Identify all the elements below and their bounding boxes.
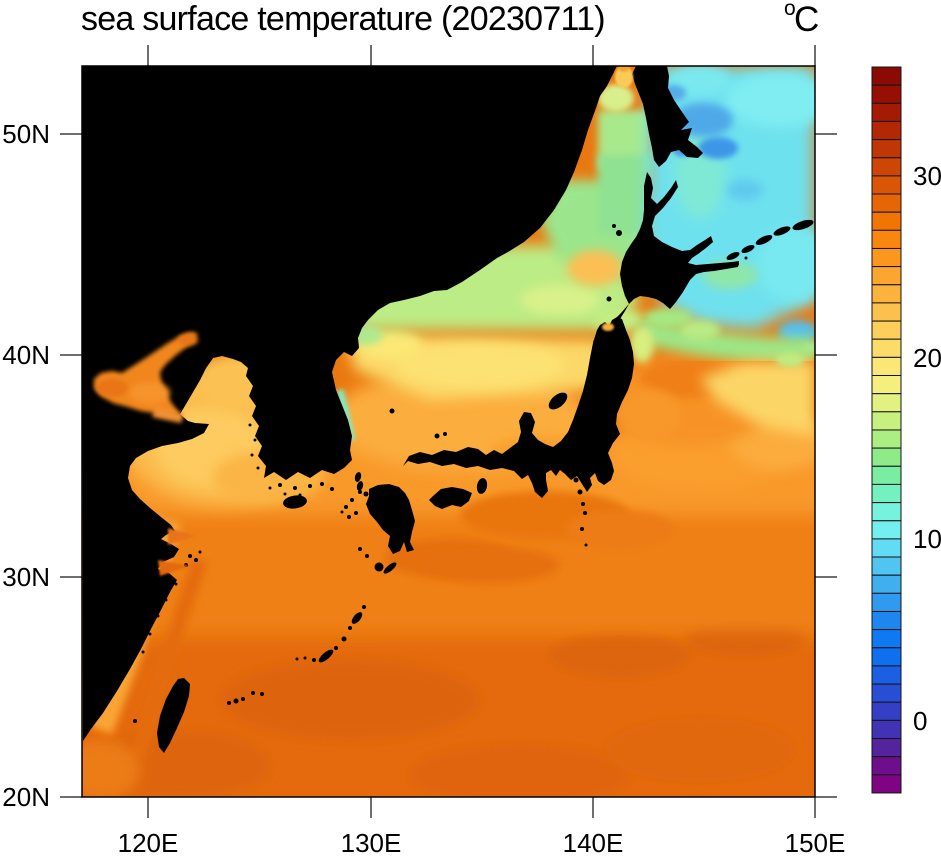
svg-text:40N: 40N <box>2 340 50 370</box>
svg-text:0: 0 <box>913 706 927 736</box>
svg-text:130E: 130E <box>341 828 402 858</box>
svg-text:20N: 20N <box>2 782 50 812</box>
svg-text:150E: 150E <box>785 828 846 858</box>
svg-text:sea surface temperature (20230: sea surface temperature (20230711) <box>81 0 605 38</box>
svg-text:120E: 120E <box>118 828 179 858</box>
svg-text:30: 30 <box>913 161 941 191</box>
svg-text:10: 10 <box>913 524 941 554</box>
svg-text:20: 20 <box>913 343 941 373</box>
svg-text:30N: 30N <box>2 562 50 592</box>
svg-text:140E: 140E <box>563 828 624 858</box>
svg-text:50N: 50N <box>2 119 50 149</box>
svg-text:C: C <box>794 0 819 39</box>
svg-text:o: o <box>784 0 796 20</box>
